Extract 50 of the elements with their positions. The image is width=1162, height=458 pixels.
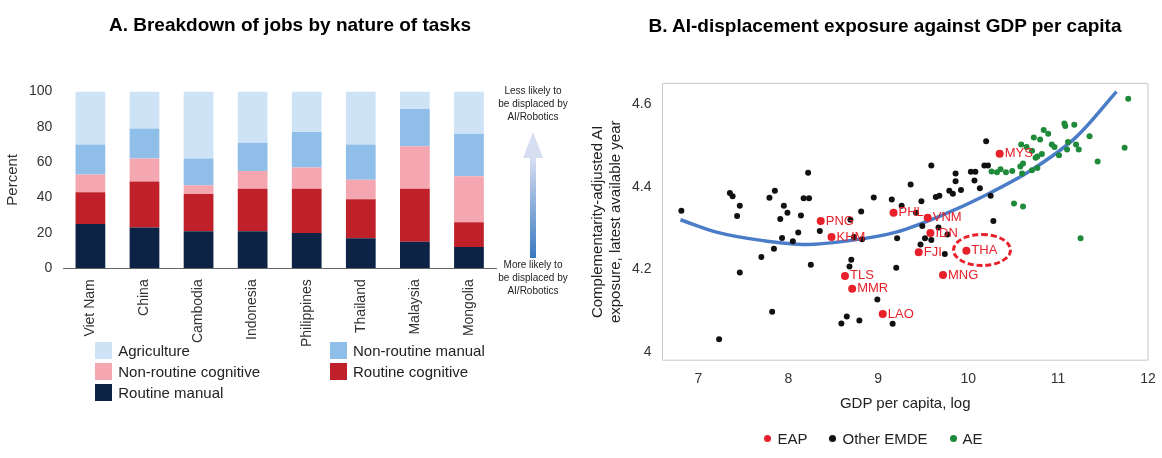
legend-label: Non-routine manual [353,342,485,359]
annotation: PHL [898,204,924,220]
legend-label: Routine manual [118,384,224,401]
text: Less likely to be displaced by AI/Robotics [498,84,568,123]
y-tick-label: 40 [36,188,53,205]
y-tick-label: 0 [44,259,53,276]
annotation: PNG [825,212,854,228]
x-tick-label: 10 [960,370,977,387]
x-tick-label: Malaysia [405,279,422,335]
y-tick-label: 100 [29,82,53,99]
x-tick-label: Philippines [297,279,314,348]
annotation: MNG [947,266,979,282]
annotation: MMR [857,280,889,296]
legend-label: Agriculture [118,342,190,359]
x-tick-label: 11 [1050,370,1066,387]
y-tick-label: 60 [36,153,53,170]
x-tick-label: 9 [874,370,883,387]
annotation: THA [971,242,998,258]
legend-label: EAP [777,430,808,447]
legend-label: Non-routine cognitive [118,363,260,380]
annotation: MYS [1004,145,1034,161]
y-axis-title: Complementarity-adjusted AI exposure, latest available year [588,120,624,324]
x-tick-label: 8 [784,370,793,387]
y-tick-label: 4.6 [631,94,652,111]
chart-title: B. AI-displacement exposure against GDP per capita [647,14,1123,37]
x-tick-label: Cambodia [189,279,206,344]
y-tick-label: 20 [36,223,53,240]
y-tick-label: 80 [36,117,53,134]
legend-label: AE [962,430,983,447]
y-tick-label: 4.2 [631,260,652,277]
chart-title: A. Breakdown of jobs by nature of tasks [107,14,473,36]
x-tick-label: Viet Nam [81,279,98,337]
legend-label: Other EMDE [842,430,928,447]
annotation: VNM [932,209,962,225]
x-tick-label: Mongolia [459,279,476,337]
annotation: TLS [849,267,875,283]
annotation: IDN [935,224,958,240]
x-tick-label: 12 [1140,370,1156,387]
annotation: LAO [887,305,914,321]
x-tick-label: China [135,279,152,316]
text: More likely to be displaced by AI/Robotics [498,258,568,297]
x-tick-label: 7 [694,370,703,387]
y-tick-label: 4.4 [631,177,652,194]
x-tick-label: Thailand [351,279,368,333]
annotation: FJI [923,243,942,259]
y-axis-title: Percent [3,153,21,206]
legend-label: Routine cognitive [353,363,469,380]
x-tick-label: Indonesia [243,279,260,341]
y-tick-label: 4 [643,342,652,359]
x-axis-title: GDP per capita, log [839,394,971,412]
